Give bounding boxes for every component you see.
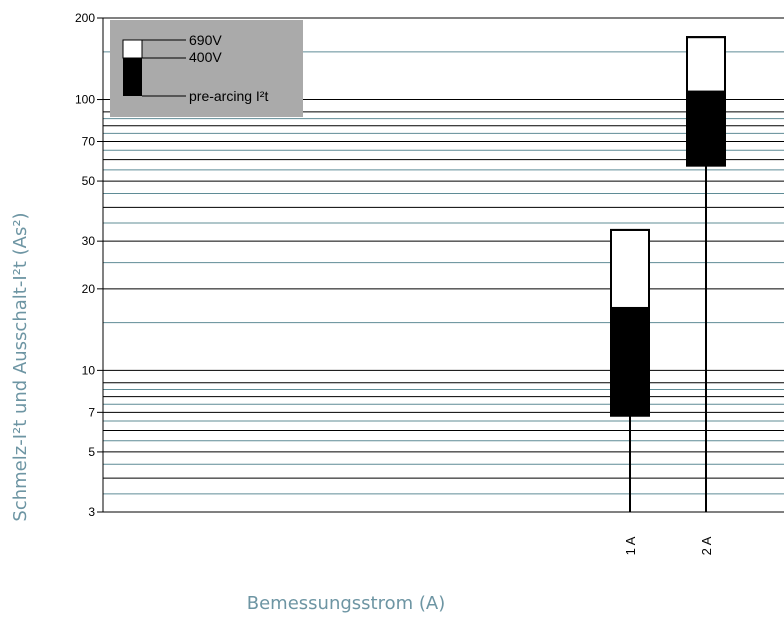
y-tick-label: 100 <box>75 93 95 107</box>
y-axis-title: Schmelz-I²t und Ausschalt-I²t (As²) <box>10 212 31 521</box>
bar-outline <box>686 36 726 167</box>
legend-label-pre-arcing: pre-arcing I²t <box>189 88 268 104</box>
legend: 690V 400V pre-arcing I²t <box>110 20 303 117</box>
y-tick-label: 3 <box>88 505 95 519</box>
legend-swatch-690v <box>122 39 143 59</box>
bar-pre-arcing <box>611 307 649 416</box>
y-tick-label: 50 <box>82 174 96 188</box>
legend-background <box>110 20 303 117</box>
bar-pre-arcing <box>687 91 725 166</box>
y-tick-label: 200 <box>75 11 95 25</box>
bar-operating <box>610 228 650 309</box>
y-tick-label: 70 <box>82 134 96 148</box>
x-axis-title: Bemessungsstrom (A) <box>247 593 445 614</box>
gridlines <box>102 17 784 513</box>
legend-label-400v: 400V <box>189 49 222 65</box>
y-tick-labels: 200 100 70 50 30 20 10 7 5 3 <box>75 11 103 519</box>
category-labels: 1 A 2 A <box>623 536 714 555</box>
bars <box>610 36 726 512</box>
bar-operating <box>686 36 726 93</box>
category-label: 2 A <box>699 536 714 555</box>
y-tick-label: 30 <box>82 234 96 248</box>
legend-label-690v: 690V <box>189 32 222 48</box>
y-tick-label: 20 <box>82 282 96 296</box>
bar-outline <box>610 228 650 417</box>
y-tick-label: 7 <box>88 405 95 419</box>
category-label: 1 A <box>623 536 638 555</box>
y-tick-label: 5 <box>88 445 95 459</box>
legend-swatch-400v <box>123 58 142 96</box>
y-tick-label: 10 <box>82 363 96 377</box>
